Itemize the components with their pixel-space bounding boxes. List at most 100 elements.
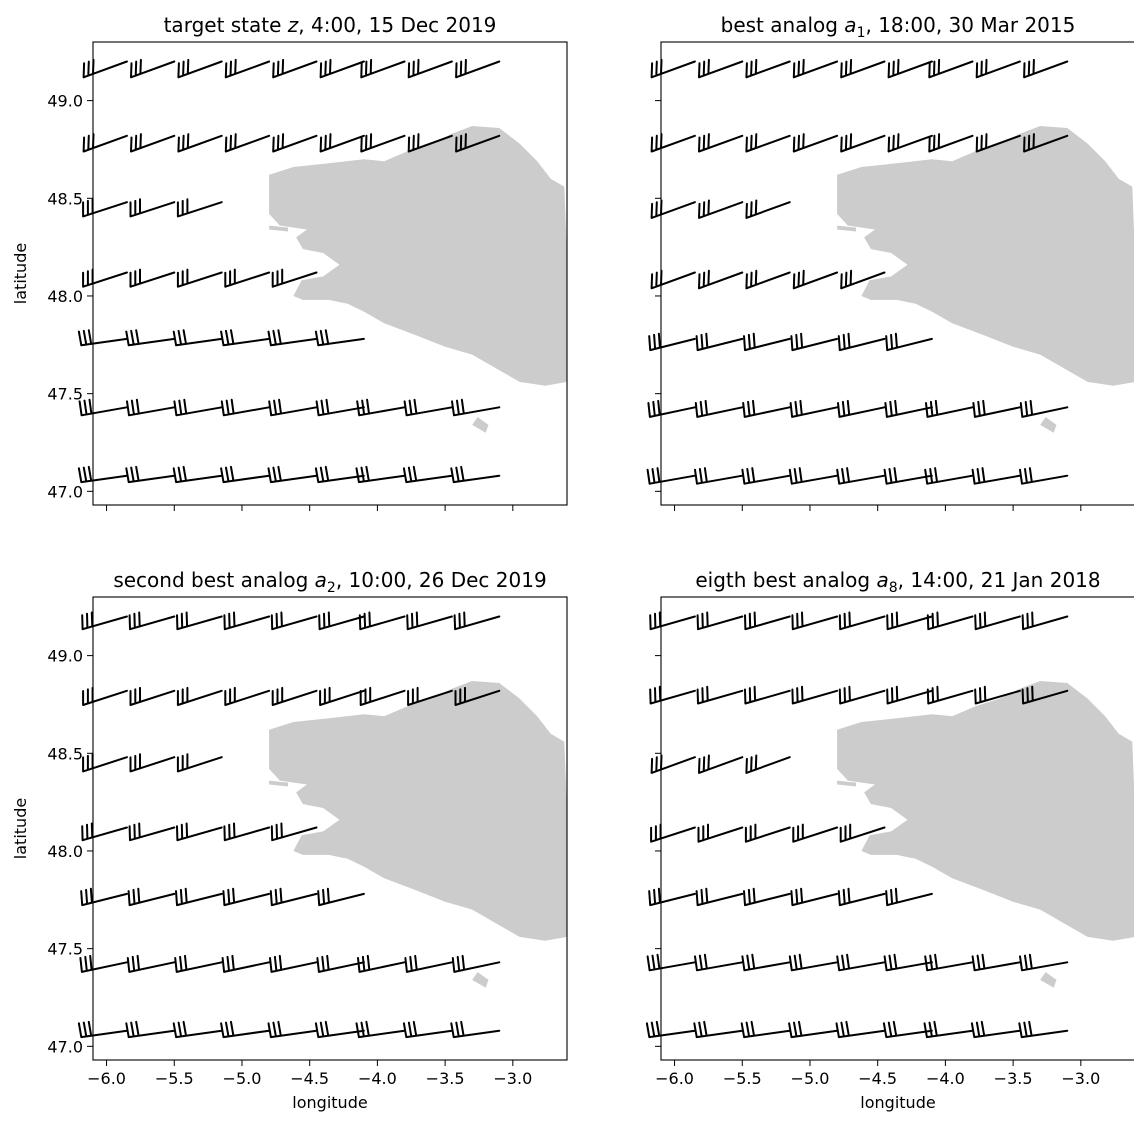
wind-barb-r5-c4 <box>790 887 839 907</box>
wind-barb-r6-c6 <box>316 954 365 973</box>
panel-4: −6.0 −5.5 −5.0 −4.5 −4.0 −3.5 −3.0 longitude eig… <box>645 568 1134 1112</box>
wind-barb-r2-c6 <box>319 686 365 706</box>
wind-barb-r3-c2 <box>698 754 744 774</box>
wind-barb-r6-c7 <box>925 399 974 418</box>
wind-barb-r7-c8 <box>402 465 453 484</box>
wind-barb-r1-c4 <box>791 611 839 631</box>
wind-barb-r5-c1 <box>77 329 128 347</box>
landmass <box>269 126 567 386</box>
wind-barb-r6-c3 <box>174 954 223 973</box>
wind-barb-r7-c1 <box>77 465 128 484</box>
wind-barb-r5-c2 <box>125 329 176 347</box>
wind-barb-r2-c8 <box>407 686 453 706</box>
wind-barb-r1-c5 <box>838 611 886 631</box>
wind-barb-r4-c1 <box>82 268 128 288</box>
wind-barb-r7-c7 <box>355 465 406 484</box>
wind-barb-r6-c8 <box>404 954 453 973</box>
landmass <box>837 681 1134 941</box>
wind-barb-r5-c6 <box>317 887 365 907</box>
wind-barb-r1-c4 <box>224 58 271 79</box>
wind-barb-r6-c3 <box>173 398 223 417</box>
wind-barb-r3-c1 <box>82 198 128 218</box>
wind-barb-r1-c5 <box>840 58 886 79</box>
wind-barb-r5-c6 <box>314 329 365 347</box>
wind-barb-r6-c6 <box>315 398 365 417</box>
wind-barb-r2-c5 <box>271 686 318 706</box>
island-2 <box>837 225 856 232</box>
wind-barb-r2-c7 <box>926 685 974 705</box>
wind-barb-r6-c5 <box>268 398 318 417</box>
y-tick-label: 49.0 <box>47 92 83 111</box>
wind-barb-r2-c4 <box>224 133 271 153</box>
wind-barb-r5-c6 <box>885 332 933 352</box>
wind-barb-r3-c3 <box>745 199 791 219</box>
x-tick-label: −4.0 <box>358 1069 397 1088</box>
wind-barb-r2-c8 <box>974 685 1021 705</box>
wind-barb-r6-c1 <box>79 954 128 973</box>
y-tick-label: 48.0 <box>47 842 83 861</box>
x-tick-label: −4.5 <box>858 1069 897 1088</box>
wind-barb-r2-c5 <box>272 133 318 153</box>
wind-barb-r2-c5 <box>840 133 886 153</box>
island-2 <box>269 780 288 787</box>
wind-barb-r1-c1 <box>82 58 128 79</box>
wind-barb-r6-c6 <box>884 399 933 418</box>
wind-barb-r3-c3 <box>745 754 791 774</box>
wind-barb-r7-c5 <box>267 1020 318 1039</box>
x-tick-label: −5.5 <box>155 1069 194 1088</box>
wind-barb-r7-c3 <box>740 1020 791 1039</box>
wind-barb-r4-c1 <box>81 822 128 842</box>
wind-barb-r6-c3 <box>741 953 791 972</box>
wind-barb-r4-c3 <box>744 823 791 843</box>
wind-barb-r1-c9 <box>453 611 501 631</box>
wind-barb-r1-c2 <box>128 611 176 631</box>
x-tick-label: −3.5 <box>994 1069 1033 1088</box>
wind-barb-r1-c3 <box>744 611 791 631</box>
wind-barb-r1-c4 <box>223 611 271 631</box>
wind-barb-r7-c8 <box>970 1020 1021 1039</box>
x-tick-label: −4.5 <box>290 1069 329 1088</box>
wind-barb-r7-c4 <box>788 1020 839 1039</box>
wind-barb-r2-c9 <box>455 133 501 153</box>
wind-barb-r6-c7 <box>356 398 406 417</box>
wind-barb-r7-c1 <box>645 1020 696 1039</box>
wind-barb-r1-c9 <box>1023 58 1069 79</box>
wind-barb-r1-c4 <box>792 58 839 79</box>
wind-barb-r7-c9 <box>450 1020 501 1039</box>
wind-barb-r6-c7 <box>357 954 406 973</box>
wind-barb-r6-c5 <box>837 399 886 418</box>
wind-barb-r7-c5 <box>836 467 886 485</box>
x-axis-label: longitude <box>860 1093 935 1112</box>
wind-barb-r5-c2 <box>695 887 744 907</box>
axes-frame <box>660 41 1134 506</box>
wind-barb-r7-c3 <box>172 1020 223 1039</box>
wind-barb-r2-c1 <box>82 686 128 706</box>
wind-barb-r5-c3 <box>743 332 791 352</box>
wind-barb-r5-c5 <box>269 887 318 907</box>
x-tick-label: −4.0 <box>926 1069 965 1088</box>
wind-barb-r1-c1 <box>81 611 128 631</box>
wind-barb-r2-c6 <box>887 133 933 153</box>
wind-barb-r4-c4 <box>792 823 839 843</box>
y-tick-label: 48.5 <box>47 189 83 208</box>
wind-barb-r7-c4 <box>788 467 839 485</box>
wind-barb-r6-c9 <box>451 398 501 417</box>
wind-barb-r6-c5 <box>836 953 886 972</box>
wind-barb-r1-c6 <box>319 58 365 79</box>
wind-barb-r7-c8 <box>402 1020 453 1039</box>
wind-barb-r1-c5 <box>270 611 318 631</box>
wind-barb-r3-c2 <box>129 753 176 773</box>
wind-barb-r1-c6 <box>318 611 365 631</box>
wind-barb-r5-c4 <box>790 332 839 352</box>
wind-barb-r1-c2 <box>130 58 176 79</box>
wind-barb-r4-c1 <box>650 269 696 290</box>
x-tick-label: −6.0 <box>87 1069 126 1088</box>
wind-barb-r2-c9 <box>1021 685 1069 705</box>
wind-barb-r4-c5 <box>839 823 886 843</box>
wind-barb-r7-c8 <box>971 467 1021 485</box>
wind-barb-r5-c1 <box>648 887 696 907</box>
y-tick-label: 47.5 <box>47 385 83 404</box>
wind-barb-r4-c5 <box>840 269 886 290</box>
panel-1: 47.0 47.5 48.0 48.5 49.0 latitude target state… <box>11 13 568 511</box>
wind-barb-r6-c1 <box>646 953 696 972</box>
